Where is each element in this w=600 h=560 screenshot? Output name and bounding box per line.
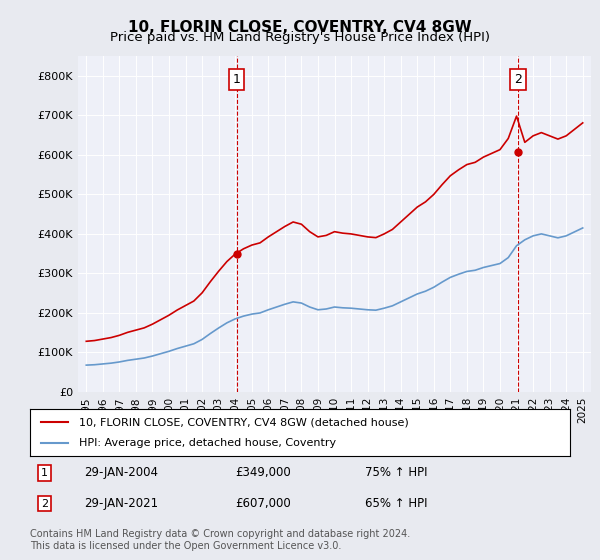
Text: 29-JAN-2021: 29-JAN-2021 — [84, 497, 158, 510]
Text: 10, FLORIN CLOSE, COVENTRY, CV4 8GW: 10, FLORIN CLOSE, COVENTRY, CV4 8GW — [128, 20, 472, 35]
Text: £349,000: £349,000 — [235, 466, 291, 479]
Text: 1: 1 — [233, 73, 241, 86]
Text: 75% ↑ HPI: 75% ↑ HPI — [365, 466, 427, 479]
Text: £607,000: £607,000 — [235, 497, 291, 510]
Text: 65% ↑ HPI: 65% ↑ HPI — [365, 497, 427, 510]
Text: 2: 2 — [514, 73, 522, 86]
Text: 10, FLORIN CLOSE, COVENTRY, CV4 8GW (detached house): 10, FLORIN CLOSE, COVENTRY, CV4 8GW (det… — [79, 417, 409, 427]
Text: Price paid vs. HM Land Registry's House Price Index (HPI): Price paid vs. HM Land Registry's House … — [110, 31, 490, 44]
Text: HPI: Average price, detached house, Coventry: HPI: Average price, detached house, Cove… — [79, 438, 336, 448]
Text: 2: 2 — [41, 498, 48, 508]
Text: 29-JAN-2004: 29-JAN-2004 — [84, 466, 158, 479]
Text: Contains HM Land Registry data © Crown copyright and database right 2024.
This d: Contains HM Land Registry data © Crown c… — [30, 529, 410, 551]
Text: 1: 1 — [41, 468, 48, 478]
